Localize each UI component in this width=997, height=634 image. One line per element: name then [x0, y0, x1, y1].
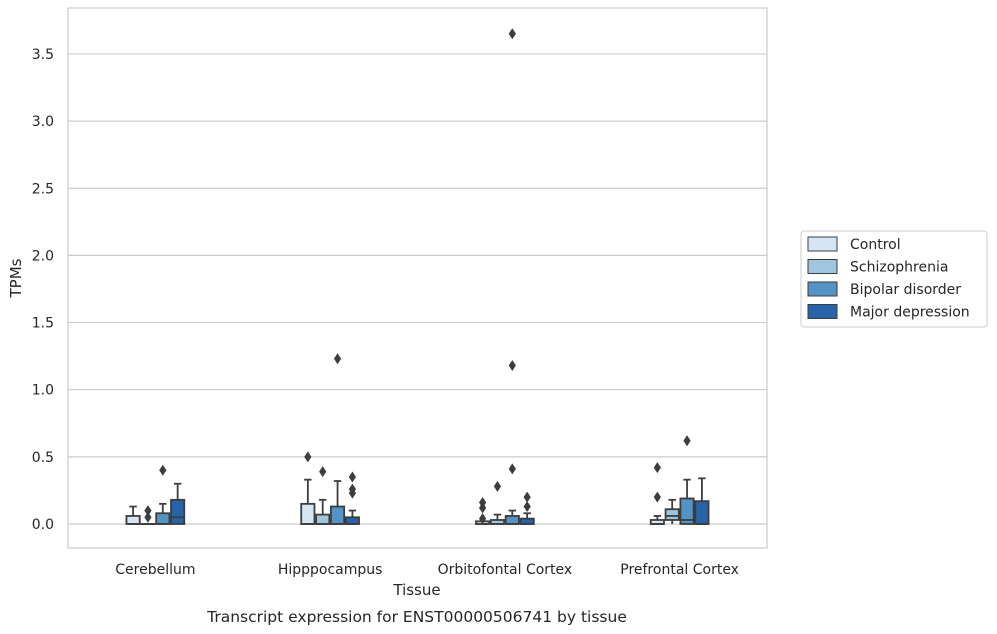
box-groups: [125, 28, 710, 526]
box-body: [330, 505, 346, 525]
y-tick-label: 1.0: [32, 383, 54, 399]
legend-label: Bipolar disorder: [850, 282, 961, 298]
box-body: [504, 515, 520, 525]
outlier-marker: [523, 491, 531, 503]
outlier-marker: [523, 501, 531, 513]
outlier-marker: [683, 435, 691, 447]
box-2-0: [475, 497, 491, 525]
outlier-marker: [304, 451, 312, 463]
grid-lines: [68, 53, 767, 525]
box-0-2: [155, 464, 171, 525]
box-body: [679, 497, 695, 525]
legend: Control Schizophrenia Bipolar disorder Majo…: [800, 230, 988, 328]
box-2-3: [519, 491, 535, 525]
legend-frame: [800, 230, 988, 328]
outlier-marker: [333, 353, 342, 365]
box-body: [694, 500, 710, 525]
box-body: [664, 508, 680, 521]
outlier-marker: [653, 462, 661, 474]
y-tick-label: 0.0: [32, 517, 54, 533]
outlier-marker: [348, 483, 357, 495]
x-axis-label: Tissue: [392, 581, 440, 599]
outlier-marker: [653, 491, 661, 503]
box-0-3: [170, 482, 186, 525]
outlier-marker: [478, 513, 487, 525]
x-tick-label: Prefrontal Cortex: [620, 562, 739, 578]
y-tick-labels: 0.0 0.5 1.0 1.5 2.0 2.5 3.0 3.5: [32, 47, 54, 533]
chart-caption: Transcript expression for ENST0000050674…: [206, 608, 627, 626]
box-body: [170, 498, 186, 525]
box-3-3: [694, 477, 710, 525]
outlier-marker: [144, 511, 152, 523]
y-axis-label: TPMs: [7, 258, 25, 298]
outlier-marker: [159, 464, 167, 476]
box-3-2: [679, 435, 695, 525]
box-1-1: [315, 466, 331, 525]
box-1-0: [300, 451, 316, 525]
legend-label: Major depression: [850, 305, 970, 321]
box-2-1: [489, 480, 505, 525]
box-2-2: [504, 28, 520, 525]
box-0-0: [125, 505, 141, 525]
legend-items: Control Schizophrenia Bipolar disorder Majo…: [807, 236, 970, 321]
box-body: [125, 515, 141, 525]
box-1-2: [330, 353, 346, 525]
y-tick-label: 3.5: [32, 47, 54, 63]
legend-swatch: [807, 236, 838, 252]
box-0-1: [140, 505, 156, 526]
outlier-marker: [508, 463, 516, 475]
y-tick-label: 1.5: [32, 316, 54, 332]
outlier-marker: [348, 471, 357, 483]
box-body: [315, 513, 331, 525]
legend-swatch: [807, 281, 838, 297]
y-tick-label: 0.5: [32, 450, 54, 466]
box-1-3: [344, 471, 360, 525]
outlier-marker: [478, 497, 487, 509]
x-tick-label: Orbitofontal Cortex: [438, 562, 573, 578]
legend-swatch: [807, 259, 838, 274]
outlier-marker: [144, 505, 152, 517]
legend-label: Control: [850, 237, 901, 253]
plot-frame: [67, 7, 768, 549]
outlier-marker: [508, 28, 516, 40]
x-tick-label: Cerebellum: [115, 562, 195, 578]
box-body: [300, 502, 316, 525]
x-tick-label: Hipppocampus: [278, 562, 383, 578]
outlier-marker: [493, 480, 502, 492]
box-3-1: [664, 498, 680, 524]
box-3-0: [649, 462, 665, 525]
legend-label: Schizophrenia: [850, 260, 948, 276]
box-body: [344, 516, 360, 525]
y-tick-label: 2.0: [32, 248, 54, 264]
x-tick-labels: Cerebellum Hipppocampus Orbitofontal Corte…: [115, 562, 739, 578]
y-tick-label: 2.5: [32, 181, 54, 197]
box-body: [155, 512, 171, 525]
legend-swatch: [807, 304, 838, 319]
outlier-marker: [508, 360, 516, 372]
outlier-marker: [319, 466, 327, 478]
y-tick-label: 3.0: [32, 114, 54, 130]
